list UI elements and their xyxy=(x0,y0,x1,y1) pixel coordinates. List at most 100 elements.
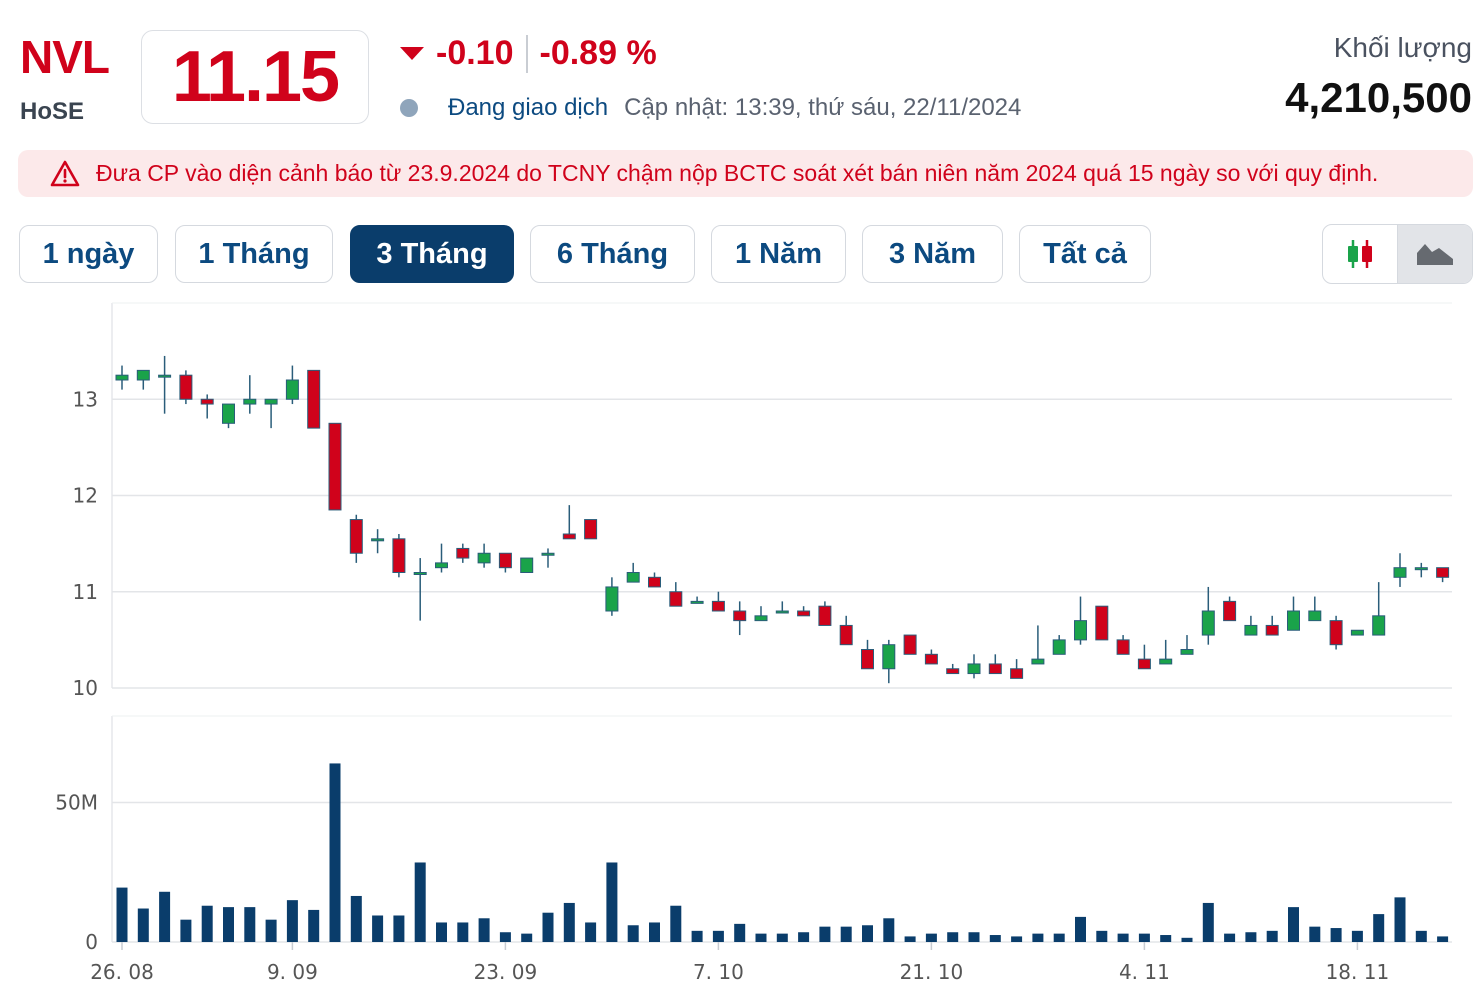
volume-bar xyxy=(457,922,469,942)
volume-bar xyxy=(478,918,490,942)
volume-bar xyxy=(372,915,384,942)
area-chart-icon xyxy=(1417,244,1453,265)
volume-bar xyxy=(350,895,362,942)
x-tick-label: 9. 09 xyxy=(267,960,318,984)
candle-body xyxy=(136,369,150,381)
volume-bar xyxy=(159,891,171,942)
volume-bar xyxy=(649,922,660,942)
candle-body xyxy=(775,610,789,614)
x-tick-label: 23. 09 xyxy=(474,960,538,984)
candle-body xyxy=(115,374,129,381)
candle-body xyxy=(1393,567,1407,578)
ticker-symbol: NVL xyxy=(20,31,110,83)
volume-bar xyxy=(776,933,788,942)
candle-body xyxy=(946,668,960,675)
volume-bar xyxy=(840,926,852,942)
volume-bar xyxy=(436,922,447,942)
volume-bar xyxy=(1245,932,1257,942)
candle-body xyxy=(1436,567,1450,578)
down-triangle-icon xyxy=(400,47,424,60)
volume-bar xyxy=(1309,926,1321,942)
candle-body xyxy=(839,624,853,646)
candle-body xyxy=(903,634,917,655)
volume-bar xyxy=(1224,933,1236,942)
price-tick-label: 11 xyxy=(73,580,98,604)
price-change: -0.10 xyxy=(436,34,514,72)
candle-body xyxy=(605,586,619,612)
volume-tick-label: 50M xyxy=(55,790,98,814)
volume-bar xyxy=(1266,930,1278,942)
volume-bar xyxy=(286,900,298,942)
volume-bar xyxy=(712,930,724,942)
candle-body xyxy=(1010,668,1024,679)
volume-bar xyxy=(585,922,597,942)
volume-bar xyxy=(244,907,256,942)
x-tick-label: 4. 11 xyxy=(1119,960,1170,984)
candle-body xyxy=(1095,605,1109,641)
candle-body xyxy=(924,653,938,665)
volume-bar xyxy=(563,902,575,942)
candle-body xyxy=(690,600,704,604)
volume-bar xyxy=(691,930,703,942)
warning-triangle-icon xyxy=(50,160,80,186)
volume-bar xyxy=(904,936,916,942)
range-button-1-year[interactable]: 1 Năm xyxy=(711,225,846,283)
candle-body xyxy=(1137,658,1151,670)
update-time: Cập nhật: 13:39, thứ sáu, 22/11/2024 xyxy=(624,94,1022,121)
volume-bar xyxy=(1373,914,1385,942)
volume-bar xyxy=(180,919,192,942)
candle-body xyxy=(711,600,725,612)
volume-bar xyxy=(734,923,746,942)
volume-bar xyxy=(606,862,618,942)
candle-body xyxy=(1223,600,1237,622)
range-button-3-month[interactable]: 3 Tháng xyxy=(350,225,514,283)
volume-bar xyxy=(542,912,554,942)
volume-bar xyxy=(1202,902,1214,942)
x-tick-label: 18. 11 xyxy=(1326,960,1390,984)
candle-body xyxy=(1180,649,1194,655)
volume-bar xyxy=(201,905,213,942)
volume-bar xyxy=(1011,936,1023,942)
volume-bar xyxy=(947,932,959,942)
status-row: Đang giao dịch Cập nhật: 13:39, thứ sáu,… xyxy=(400,94,1021,122)
price-box: 11.15 xyxy=(141,30,369,124)
volume-tick-label: 0 xyxy=(85,930,98,954)
candle-body xyxy=(861,649,874,670)
candle-body xyxy=(1287,610,1300,631)
candle-body xyxy=(562,533,576,540)
range-button-1-day[interactable]: 1 ngày xyxy=(19,225,158,283)
volume-bar xyxy=(670,905,682,942)
volume-bar xyxy=(1160,935,1172,942)
volume-bar xyxy=(1288,907,1299,942)
candle-body xyxy=(733,610,747,622)
range-button-all[interactable]: Tất cả xyxy=(1019,225,1151,283)
area-chart-button[interactable] xyxy=(1397,225,1472,283)
range-button-1-month[interactable]: 1 Tháng xyxy=(175,225,333,283)
candle-body xyxy=(584,519,598,540)
candle-body xyxy=(1308,610,1322,622)
volume-bar xyxy=(968,932,980,942)
chart-type-toggle xyxy=(1322,224,1473,284)
candle-body xyxy=(541,552,555,556)
volume-bar xyxy=(308,909,320,942)
status-dot-icon xyxy=(400,99,418,117)
volume-bar xyxy=(1075,916,1086,942)
candle-body xyxy=(222,403,235,424)
range-button-6-month[interactable]: 6 Tháng xyxy=(530,225,695,283)
volume-bar xyxy=(116,887,128,942)
volume-bar xyxy=(989,935,1001,942)
volume-bar xyxy=(1053,933,1065,942)
candle-body xyxy=(392,538,406,573)
candle-body xyxy=(626,572,640,583)
range-button-3-year[interactable]: 3 Năm xyxy=(862,225,1003,283)
candlestick-button[interactable] xyxy=(1323,225,1397,283)
candle-body xyxy=(1372,615,1386,636)
volume-bar xyxy=(819,926,831,942)
volume-bar xyxy=(414,862,426,942)
candle-body xyxy=(264,398,278,405)
volume-bar xyxy=(137,908,149,942)
candle-body xyxy=(1244,624,1258,636)
volume-bar xyxy=(1181,937,1193,942)
x-tick-label: 26. 08 xyxy=(90,960,154,984)
